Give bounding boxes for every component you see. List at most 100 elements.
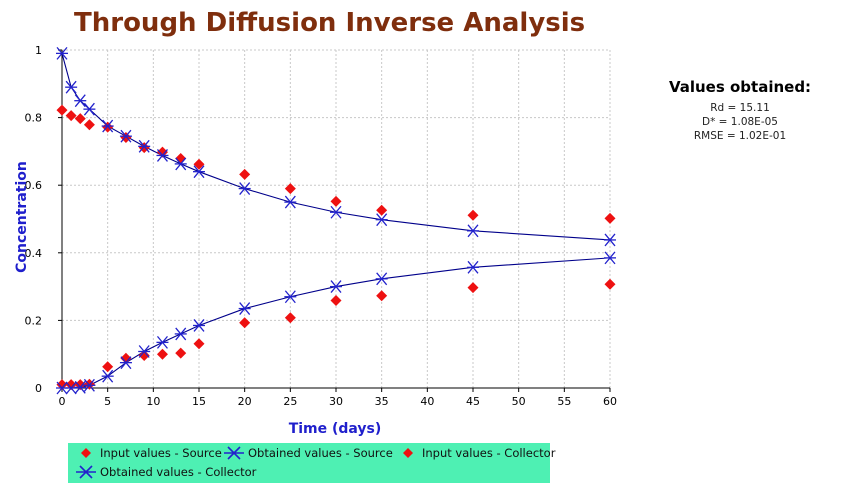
star-marker-icon	[76, 465, 96, 479]
star-stroke	[83, 378, 95, 392]
data-point-diamond	[65, 110, 77, 122]
data-point-diamond	[604, 278, 616, 290]
star-stroke	[330, 205, 342, 219]
star-stroke	[56, 46, 68, 60]
x-tick-label: 30	[329, 395, 343, 408]
star-stroke	[175, 157, 187, 171]
data-point-diamond	[193, 338, 205, 350]
star-stroke	[376, 272, 388, 286]
rd-value: Rd = 15.11	[710, 102, 770, 114]
star-stroke	[330, 280, 342, 294]
x-tick-label: 45	[466, 395, 480, 408]
star-stroke	[65, 80, 77, 94]
data-point-star	[119, 356, 132, 370]
data-point-star	[330, 205, 342, 219]
legend-label: Input values - Source	[100, 446, 222, 460]
data-point-star	[238, 182, 251, 195]
legend-entry-input-source: Input values - Source	[76, 446, 222, 460]
data-point-star	[193, 165, 205, 179]
star-stroke	[376, 213, 388, 227]
data-point-diamond	[102, 361, 114, 373]
data-point-diamond	[239, 317, 251, 329]
data-point-diamond	[74, 113, 86, 125]
star-stroke	[467, 260, 479, 274]
data-point-star	[604, 233, 616, 247]
data-point-star	[83, 378, 96, 392]
star-stroke	[604, 251, 616, 265]
axes: 0 5 10 15 20 25 30 35 40 45 50 55 60 0 0.2 0.4 0.6 0.8 1	[25, 44, 618, 408]
y-tick-label: 1	[35, 44, 42, 57]
legend-entry-input-collector: Input values - Collector	[398, 446, 555, 460]
x-tick-label: 50	[512, 395, 526, 408]
data-point-star	[74, 380, 87, 394]
data-point-diamond	[330, 294, 342, 306]
star-stroke	[467, 224, 479, 238]
star-stroke	[284, 195, 296, 209]
star-stroke	[120, 356, 132, 370]
data-point-star	[604, 251, 616, 265]
y-axis-label: Concentration	[14, 161, 30, 273]
data-point-diamond	[284, 312, 296, 324]
data-point-diamond	[56, 104, 68, 116]
data-point-star	[74, 94, 87, 108]
grid-lines	[61, 49, 611, 389]
x-tick-label: 60	[603, 395, 617, 408]
data-point-star	[174, 157, 187, 171]
rmse-value: RMSE = 1.02E-01	[693, 130, 787, 142]
x-tick-label: 25	[283, 395, 297, 408]
data-point-star	[284, 290, 297, 304]
star-stroke	[138, 139, 150, 153]
data-point-diamond	[330, 195, 342, 207]
dstar-value: D* = 1.08E-05	[702, 116, 778, 128]
star-stroke	[65, 381, 77, 395]
data-point-diamond	[193, 158, 205, 170]
x-tick-label: 15	[192, 395, 206, 408]
star-stroke	[56, 381, 68, 395]
data-point-star	[65, 80, 78, 94]
data-point-diamond	[284, 183, 296, 195]
series-markers	[56, 46, 616, 395]
x-tick-label: 55	[557, 395, 571, 408]
chart-legend: Input values - Source Obtained values - …	[68, 443, 555, 483]
data-point-diamond	[376, 204, 388, 216]
y-tick-label: 0.6	[25, 179, 43, 192]
y-tick-label: 0.8	[25, 112, 43, 125]
data-point-diamond	[376, 290, 388, 302]
star-stroke	[239, 302, 251, 315]
diamond-marker-icon	[81, 448, 91, 458]
data-point-star	[56, 46, 68, 60]
data-point-star	[138, 139, 151, 153]
data-point-star	[467, 260, 479, 274]
data-point-star	[174, 327, 187, 341]
x-tick-label: 20	[238, 395, 252, 408]
star-stroke	[120, 129, 132, 143]
legend-label: Obtained values - Collector	[100, 465, 257, 479]
data-point-star	[375, 272, 388, 286]
data-point-star	[193, 319, 205, 332]
data-point-star	[156, 335, 169, 349]
x-tick-label: 10	[146, 395, 160, 408]
star-stroke	[604, 233, 616, 247]
data-point-star	[375, 213, 388, 227]
data-point-star	[467, 224, 479, 238]
x-tick-label: 0	[59, 395, 66, 408]
data-point-diamond	[467, 209, 479, 221]
x-tick-label: 5	[104, 395, 111, 408]
star-stroke	[102, 369, 114, 383]
data-point-star	[101, 369, 114, 383]
star-stroke	[175, 327, 187, 341]
data-point-diamond	[83, 119, 95, 131]
y-tick-label: 0.4	[25, 247, 43, 260]
star-marker-icon	[224, 446, 244, 460]
legend-entry-obtained-source: Obtained values - Source	[224, 446, 393, 460]
star-stroke	[193, 319, 205, 332]
data-point-star	[138, 345, 151, 358]
series-lines	[61, 53, 611, 389]
x-tick-label: 35	[375, 395, 389, 408]
star-stroke	[193, 165, 205, 179]
star-stroke	[138, 345, 150, 358]
data-point-star	[238, 302, 251, 315]
data-point-star	[101, 119, 114, 133]
star-stroke	[83, 102, 95, 116]
data-point-diamond	[175, 347, 187, 359]
